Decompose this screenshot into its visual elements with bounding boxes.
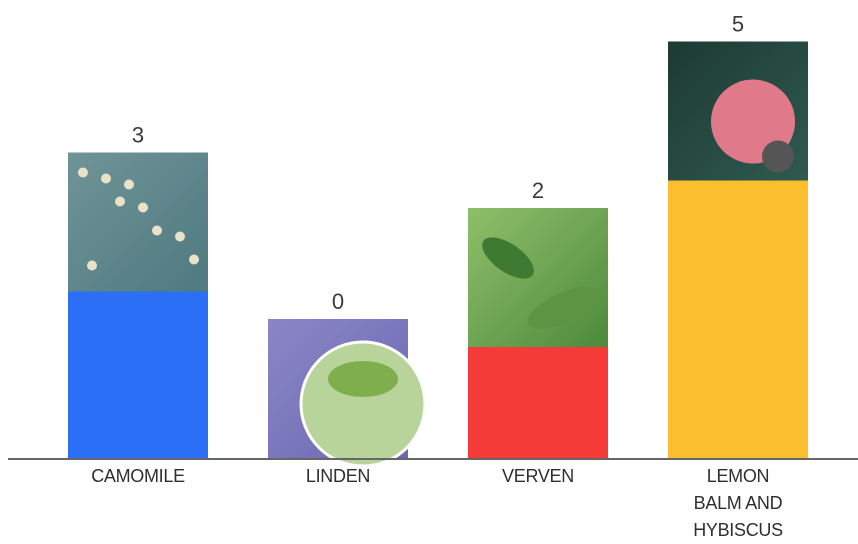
- flower: [152, 225, 162, 236]
- badge: [762, 140, 794, 173]
- leaf: [328, 361, 398, 397]
- bar-image: [68, 152, 208, 292]
- bar-image: [468, 208, 608, 347]
- bar: [468, 347, 608, 458]
- image-circle: [299, 340, 427, 468]
- flower: [78, 167, 88, 178]
- value-label: 5: [732, 12, 744, 37]
- flower: [175, 231, 185, 242]
- flower: [189, 254, 199, 265]
- value-label: 2: [532, 178, 544, 203]
- leaf: [527, 286, 599, 330]
- flower: [101, 173, 111, 184]
- image-background: [68, 152, 208, 292]
- bar-image: [268, 319, 427, 468]
- flower: [87, 260, 97, 271]
- value-label: 0: [332, 289, 344, 314]
- value-label: 3: [132, 123, 144, 148]
- x-tick-label: LEMON BALM AND HYBISCUS: [693, 466, 783, 540]
- bar: [668, 180, 808, 458]
- x-tick-label: VERVEN: [502, 466, 574, 486]
- x-tick-label: CAMOMILE: [91, 466, 185, 486]
- flower: [138, 202, 148, 213]
- leaf: [482, 237, 534, 279]
- flower: [115, 196, 125, 207]
- bar-image: [668, 41, 808, 181]
- flower: [124, 179, 134, 190]
- bar: [68, 291, 208, 458]
- x-tick-label: LINDEN: [305, 466, 371, 486]
